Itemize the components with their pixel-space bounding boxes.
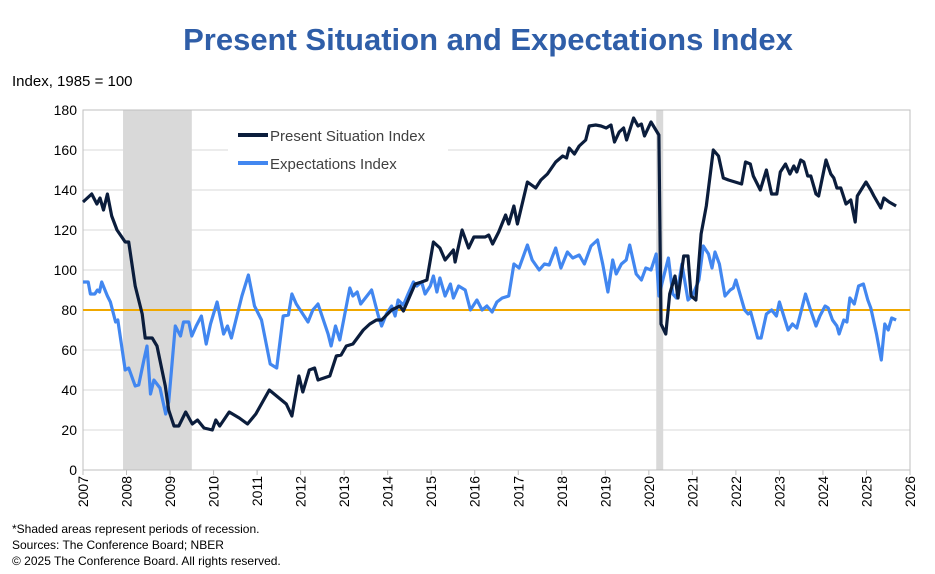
x-tick-label: 2019 xyxy=(597,476,613,507)
y-tick-label: 140 xyxy=(54,182,78,198)
y-tick-label: 40 xyxy=(61,382,77,398)
y-tick-label: 20 xyxy=(61,422,77,438)
y-tick-label: 0 xyxy=(69,462,77,478)
footnote-copyright: © 2025 The Conference Board. All rights … xyxy=(12,554,281,568)
x-tick-label: 2021 xyxy=(684,476,700,507)
legend: Present Situation Index Expectations Ind… xyxy=(228,118,448,180)
x-axis: 2007 2008 2009 2010 2011 2012 2013 2014 2015 2016… xyxy=(75,470,918,507)
x-tick-label: 2026 xyxy=(902,476,918,507)
x-tick-label: 2007 xyxy=(75,476,91,507)
y-axis: 0 20 40 60 80 100 120 140 160 180 xyxy=(54,102,78,478)
x-tick-label: 2009 xyxy=(162,476,178,507)
series-lines xyxy=(81,116,897,432)
x-tick-label: 2025 xyxy=(858,476,874,507)
x-tick-label: 2016 xyxy=(467,476,483,507)
x-tick-label: 2020 xyxy=(641,476,657,507)
x-tick-label: 2012 xyxy=(293,476,309,507)
x-tick-label: 2014 xyxy=(380,476,396,507)
expectations-line xyxy=(83,238,897,416)
x-tick-label: 2022 xyxy=(728,476,744,507)
x-tick-label: 2023 xyxy=(771,476,787,507)
y-tick-label: 100 xyxy=(54,262,78,278)
y-tick-label: 60 xyxy=(61,342,77,358)
gridlines xyxy=(83,149,910,431)
x-tick-label: 2008 xyxy=(119,476,135,507)
present-situation-line xyxy=(81,116,897,432)
legend-box xyxy=(228,118,448,180)
plot-border xyxy=(82,109,911,471)
legend-label-present-situation: Present Situation Index xyxy=(270,128,426,145)
y-tick-label: 120 xyxy=(54,222,78,238)
x-tick-label: 2013 xyxy=(336,476,352,507)
x-tick-label: 2010 xyxy=(206,476,222,507)
footnote-sources: Sources: The Conference Board; NBER xyxy=(12,538,224,552)
y-tick-label: 180 xyxy=(54,102,78,118)
x-tick-label: 2015 xyxy=(423,476,439,507)
x-tick-label: 2018 xyxy=(554,476,570,507)
recession-band xyxy=(123,110,192,470)
footnote-recession: *Shaded areas represent periods of reces… xyxy=(12,522,259,536)
chart-title: Present Situation and Expectations Index xyxy=(183,22,794,57)
x-tick-label: 2011 xyxy=(249,476,265,506)
y-axis-label: Index, 1985 = 100 xyxy=(12,73,133,90)
y-tick-label: 80 xyxy=(61,302,77,318)
x-tick-label: 2017 xyxy=(510,476,526,507)
legend-label-expectations: Expectations Index xyxy=(270,156,397,173)
y-tick-label: 160 xyxy=(54,142,78,158)
x-tick-label: 2024 xyxy=(815,476,831,507)
